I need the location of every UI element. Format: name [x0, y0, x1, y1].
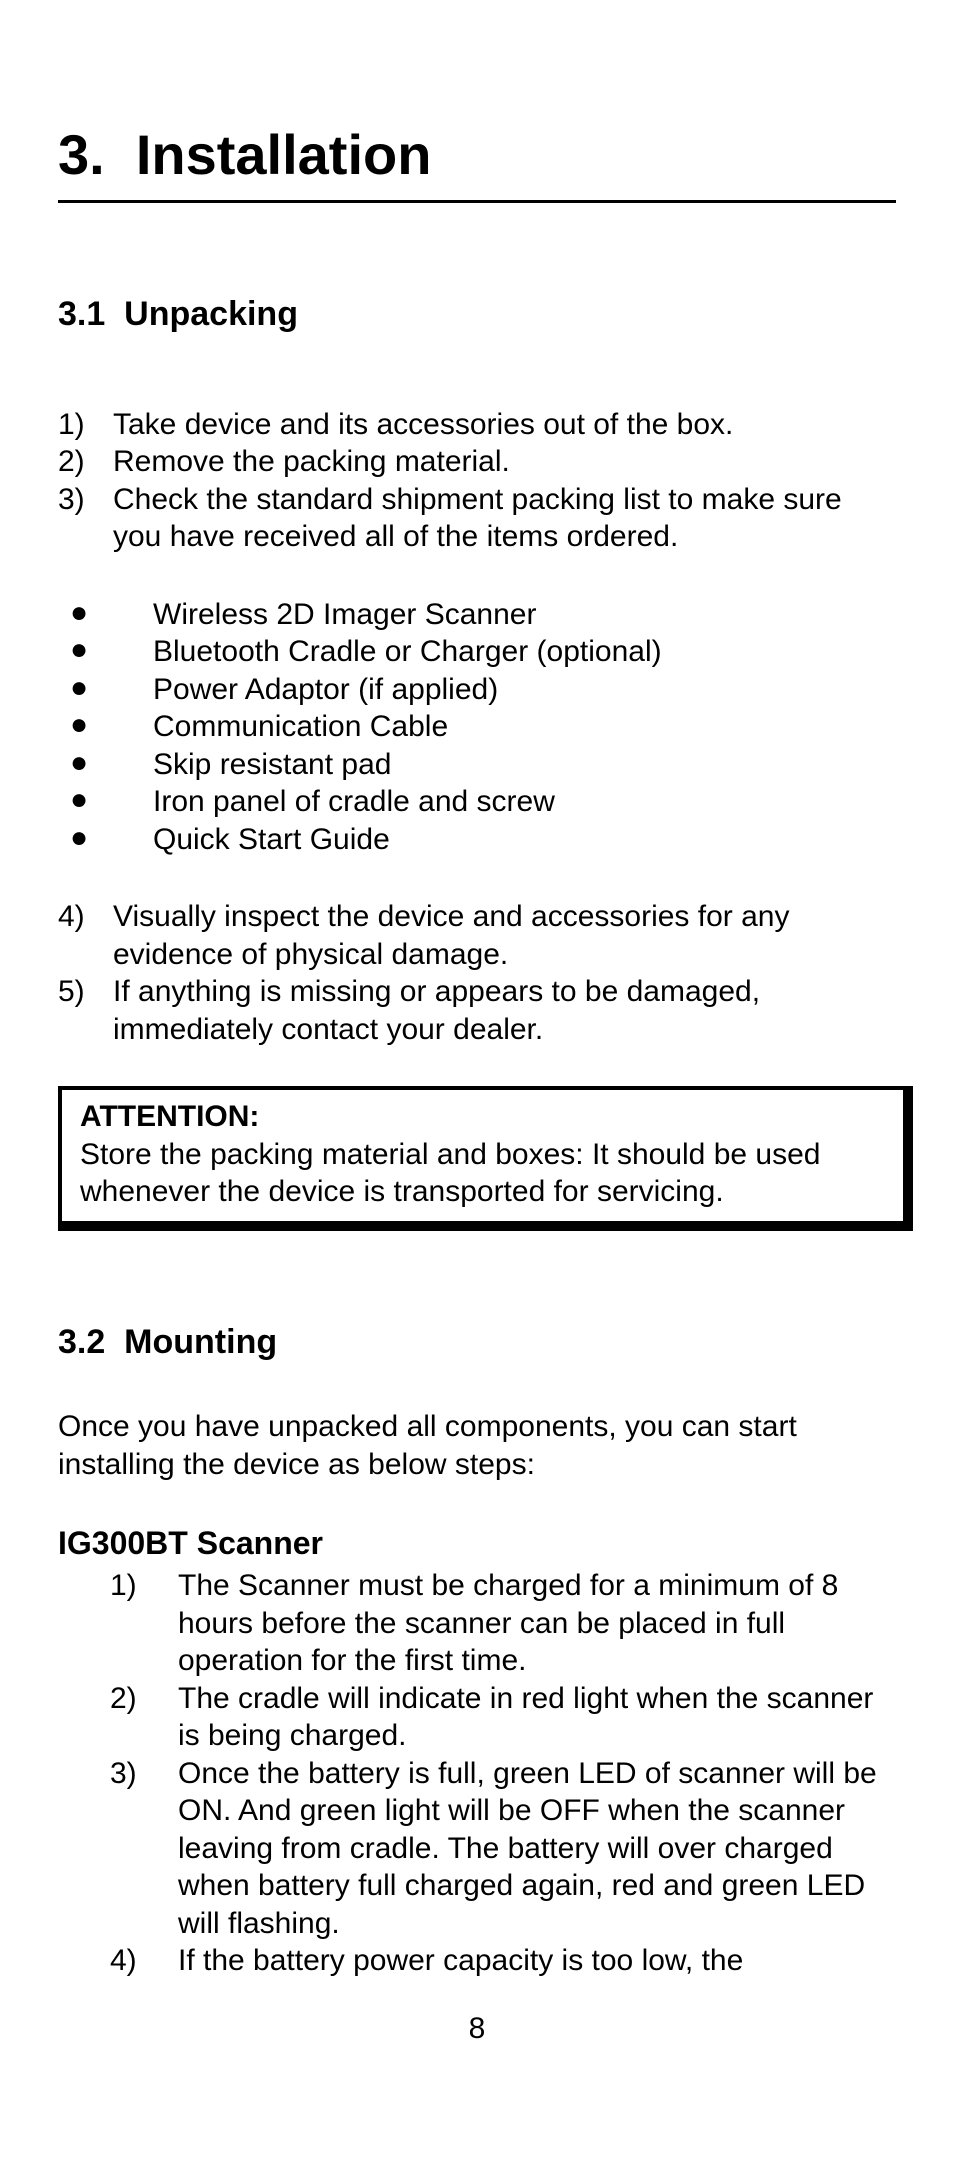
- list-item: 4)Visually inspect the device and access…: [58, 898, 896, 973]
- list-item: ●Skip resistant pad: [58, 746, 896, 784]
- list-item: 4)If the battery power capacity is too l…: [58, 1942, 896, 1980]
- list-item: ●Power Adaptor (if applied): [58, 671, 896, 709]
- section-number: 3.2: [58, 1323, 105, 1361]
- step-text: Check the standard shipment packing list…: [113, 481, 896, 556]
- bullet-icon: ●: [58, 708, 153, 741]
- section-name: Unpacking: [124, 295, 298, 333]
- packing-list: ●Wireless 2D Imager Scanner ●Bluetooth C…: [58, 596, 896, 859]
- bullet-text: Bluetooth Cradle or Charger (optional): [153, 633, 662, 671]
- step-text: If the battery power capacity is too low…: [178, 1942, 743, 1980]
- list-item: 1)The Scanner must be charged for a mini…: [58, 1567, 896, 1680]
- bullet-text: Power Adaptor (if applied): [153, 671, 498, 709]
- step-text: The Scanner must be charged for a minimu…: [178, 1567, 896, 1680]
- bullet-text: Wireless 2D Imager Scanner: [153, 596, 536, 634]
- bullet-text: Quick Start Guide: [153, 821, 390, 859]
- list-item: 2)The cradle will indicate in red light …: [58, 1680, 896, 1755]
- step-number: 1): [110, 1567, 178, 1605]
- page-number: 8: [58, 2010, 896, 2048]
- step-text: Remove the packing material.: [113, 443, 510, 481]
- attention-inner: ATTENTION: Store the packing material an…: [58, 1086, 907, 1225]
- subheading-ig300bt: IG300BT Scanner: [58, 1523, 896, 1563]
- mounting-intro: Once you have unpacked all components, y…: [58, 1408, 896, 1483]
- section-title-mounting: 3.2 Mounting: [58, 1321, 896, 1364]
- step-text: If anything is missing or appears to be …: [113, 973, 896, 1048]
- step-number: 4): [58, 898, 113, 936]
- chapter-name: Installation: [136, 123, 432, 186]
- step-number: 1): [58, 406, 113, 444]
- bullet-text: Communication Cable: [153, 708, 448, 746]
- unpacking-steps-b: 4)Visually inspect the device and access…: [58, 898, 896, 1048]
- list-item: 5)If anything is missing or appears to b…: [58, 973, 896, 1048]
- bullet-icon: ●: [58, 746, 153, 779]
- list-item: ●Quick Start Guide: [58, 821, 896, 859]
- bullet-icon: ●: [58, 633, 153, 666]
- section-title-unpacking: 3.1 Unpacking: [58, 293, 896, 336]
- bullet-text: Iron panel of cradle and screw: [153, 783, 555, 821]
- attention-callout: ATTENTION: Store the packing material an…: [58, 1086, 913, 1231]
- step-text: Take device and its accessories out of t…: [113, 406, 733, 444]
- section-number: 3.1: [58, 295, 105, 333]
- step-number: 3): [110, 1755, 178, 1793]
- step-text: The cradle will indicate in red light wh…: [178, 1680, 896, 1755]
- bullet-text: Skip resistant pad: [153, 746, 391, 784]
- bullet-icon: ●: [58, 821, 153, 854]
- chapter-title: 3. Installation: [58, 120, 896, 203]
- step-number: 3): [58, 481, 113, 519]
- list-item: ●Bluetooth Cradle or Charger (optional): [58, 633, 896, 671]
- bullet-icon: ●: [58, 783, 153, 816]
- list-item: ●Wireless 2D Imager Scanner: [58, 596, 896, 634]
- step-text: Visually inspect the device and accessor…: [113, 898, 896, 973]
- bullet-icon: ●: [58, 671, 153, 704]
- step-text: Once the battery is full, green LED of s…: [178, 1755, 896, 1943]
- mounting-steps: 1)The Scanner must be charged for a mini…: [58, 1567, 896, 1980]
- attention-label: ATTENTION:: [80, 1098, 885, 1136]
- list-item: 3)Once the battery is full, green LED of…: [58, 1755, 896, 1943]
- step-number: 4): [110, 1942, 178, 1980]
- list-item: ●Communication Cable: [58, 708, 896, 746]
- bullet-icon: ●: [58, 596, 153, 629]
- unpacking-steps-a: 1)Take device and its accessories out of…: [58, 406, 896, 556]
- list-item: ●Iron panel of cradle and screw: [58, 783, 896, 821]
- attention-text: Store the packing material and boxes: It…: [80, 1136, 885, 1211]
- list-item: 2)Remove the packing material.: [58, 443, 896, 481]
- step-number: 2): [58, 443, 113, 481]
- list-item: 3)Check the standard shipment packing li…: [58, 481, 896, 556]
- section-name: Mounting: [124, 1323, 277, 1361]
- chapter-number: 3.: [58, 123, 105, 186]
- step-number: 5): [58, 973, 113, 1011]
- step-number: 2): [110, 1680, 178, 1718]
- list-item: 1)Take device and its accessories out of…: [58, 406, 896, 444]
